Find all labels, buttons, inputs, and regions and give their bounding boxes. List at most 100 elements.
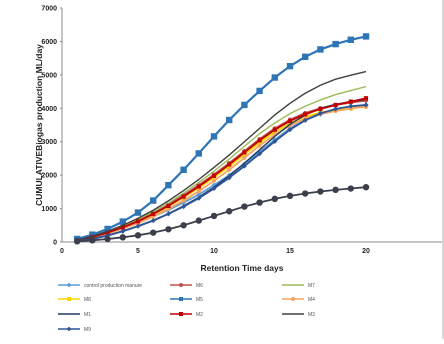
data-point [120, 228, 126, 234]
data-point [211, 185, 217, 192]
data-point [242, 150, 247, 155]
data-point [210, 133, 218, 140]
legend: control production manure M6 M7 M8 M5 M4 M1 M2 M… [58, 282, 315, 333]
legend-item: control production manure [58, 282, 142, 289]
data-point [89, 237, 96, 244]
data-point [196, 184, 201, 189]
data-point [257, 140, 262, 145]
data-point [150, 229, 157, 236]
axes-group [60, 7, 442, 243]
data-point [211, 182, 217, 188]
legend-swatch-marker [66, 326, 72, 332]
data-point [332, 186, 339, 194]
y-tick-label: 6000 [41, 39, 57, 46]
data-point [181, 204, 187, 210]
x-tick-label: 15 [286, 248, 294, 255]
data-point [227, 162, 232, 167]
series-11 [74, 183, 370, 245]
legend-item: M8 [58, 297, 91, 303]
data-point [211, 178, 217, 183]
data-point [151, 211, 156, 217]
legend-swatch-marker [67, 297, 71, 301]
series-6 [75, 104, 369, 243]
legend-label: M4 [308, 297, 315, 303]
data-point [347, 185, 354, 192]
data-point [332, 40, 339, 48]
y-tick-label: 5000 [41, 72, 57, 79]
data-point [317, 188, 324, 195]
legend-label: M3 [308, 312, 315, 318]
data-point [165, 226, 172, 233]
data-point [135, 219, 141, 224]
data-point [303, 112, 308, 117]
legend-label: M6 [196, 283, 203, 289]
data-point [165, 211, 171, 217]
legend-label: M1 [84, 312, 91, 318]
legend-item: M9 [58, 326, 91, 333]
data-point [287, 121, 293, 126]
data-point [74, 238, 81, 245]
series-group [74, 33, 370, 245]
series-9 [77, 70, 367, 241]
data-point [272, 129, 277, 135]
data-point [256, 87, 263, 95]
data-point [120, 225, 125, 230]
legend-item: M7 [282, 283, 315, 289]
data-point [302, 190, 309, 197]
data-point [226, 116, 233, 124]
x-tick-label: 10 [210, 248, 218, 255]
data-point [271, 195, 278, 203]
data-point [150, 197, 157, 204]
data-point [347, 36, 354, 43]
data-point [348, 99, 353, 104]
data-point [150, 218, 156, 224]
legend-item: M2 [170, 312, 203, 318]
series-4 [75, 104, 369, 243]
x-tick-label: 20 [362, 248, 370, 255]
data-point [348, 103, 354, 109]
frame-edge [442, 0, 444, 339]
x-tick-label: 5 [136, 248, 140, 255]
data-point [180, 166, 187, 173]
data-point [195, 217, 202, 224]
data-point [211, 173, 217, 178]
data-point [333, 106, 339, 112]
y-axis-title: CUMULATIVEBiogas production ML/day [34, 44, 44, 206]
legend-item: M3 [282, 312, 315, 318]
y-tick-label: 0 [53, 240, 57, 247]
data-point [287, 127, 293, 133]
legend-label: control production manure [84, 283, 142, 289]
data-point [196, 189, 201, 194]
legend-item: M5 [170, 297, 203, 303]
legend-swatch-marker [179, 312, 183, 316]
legend-label: M7 [308, 283, 315, 289]
data-point [196, 195, 202, 201]
data-point [286, 192, 294, 200]
data-point [256, 199, 263, 206]
data-point [286, 62, 294, 70]
data-point [362, 33, 370, 40]
legend-item: M6 [170, 283, 203, 289]
series-3 [77, 85, 367, 241]
legend-label: M2 [196, 312, 203, 318]
data-point [242, 155, 247, 160]
data-point [302, 117, 308, 123]
legend-swatch-marker [291, 297, 295, 301]
y-tick-label: 4000 [41, 106, 57, 113]
legend-item: M4 [282, 297, 315, 303]
legend-label: M8 [84, 297, 91, 303]
y-tick-label: 3000 [41, 139, 57, 146]
data-point [134, 232, 142, 239]
series-line [77, 97, 367, 242]
data-point [105, 230, 110, 235]
data-point [257, 151, 263, 157]
data-point [119, 234, 127, 241]
data-point [181, 198, 186, 203]
data-point [287, 118, 293, 124]
data-point [119, 218, 126, 225]
data-point [135, 223, 141, 229]
data-point [363, 102, 369, 108]
series-line [76, 35, 367, 241]
data-point [363, 96, 369, 101]
